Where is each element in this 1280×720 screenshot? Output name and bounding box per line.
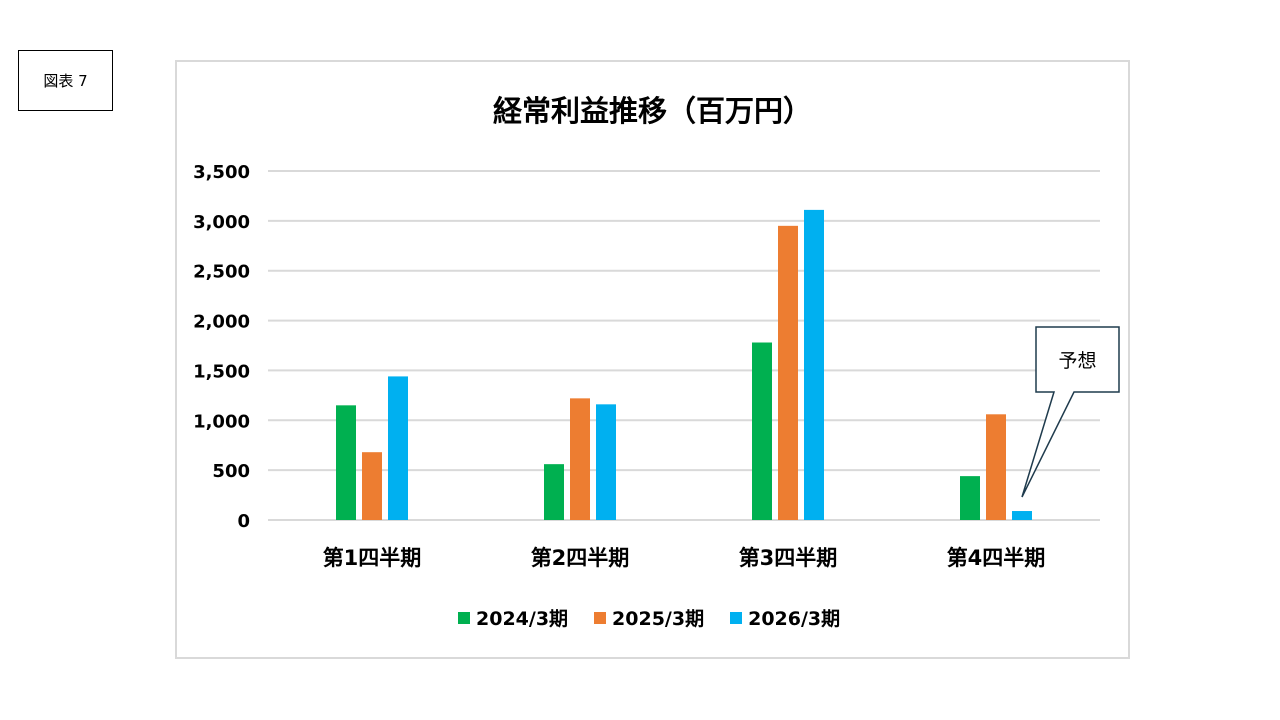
chart-title: 経常利益推移（百万円） [492, 94, 812, 128]
bar [752, 342, 772, 520]
legend-label-2025: 2025/3期 [612, 608, 705, 630]
y-tick-label: 1,000 [193, 411, 250, 432]
y-tick-label: 1,500 [193, 361, 250, 382]
legend-item-2025: 2025/3期 [594, 604, 704, 631]
forecast-callout-text: 予想 [1058, 350, 1097, 372]
legend-label-2024: 2024/3期 [476, 608, 569, 630]
x-category-label: 第2四半期 [531, 546, 630, 570]
bar [362, 452, 382, 520]
bar [986, 414, 1006, 520]
bar [1012, 511, 1032, 520]
y-tick-label: 3,000 [193, 212, 250, 233]
legend-swatch-2025 [594, 611, 607, 624]
figure-label: 図表 7 [18, 50, 113, 111]
legend-swatch-2026 [730, 611, 743, 624]
x-category-label: 第3四半期 [739, 546, 838, 570]
legend-label-2026: 2026/3期 [748, 608, 841, 630]
y-tick-label: 2,000 [193, 312, 250, 333]
x-category-label: 第1四半期 [323, 546, 422, 570]
bar [544, 464, 564, 520]
forecast-callout-box [1021, 326, 1120, 498]
bar [804, 209, 824, 521]
x-category-label: 第4四半期 [947, 546, 1046, 570]
legend-item-2026: 2026/3期 [730, 604, 840, 631]
bar [596, 404, 616, 520]
bar [336, 405, 356, 520]
bar [570, 398, 590, 520]
legend-item-2024: 2024/3期 [458, 604, 568, 631]
y-tick-label: 500 [212, 461, 250, 482]
legend-swatch-2024 [458, 611, 470, 624]
bar [388, 376, 408, 520]
bar [778, 225, 798, 521]
y-tick-label: 0 [237, 511, 250, 532]
bar [960, 476, 980, 520]
chart-frame [175, 60, 1130, 659]
y-tick-label: 2,500 [193, 262, 250, 283]
chart-legend: 2024/3期 2025/3期 2026/3期 [458, 604, 840, 631]
y-tick-label: 3,500 [193, 162, 250, 183]
